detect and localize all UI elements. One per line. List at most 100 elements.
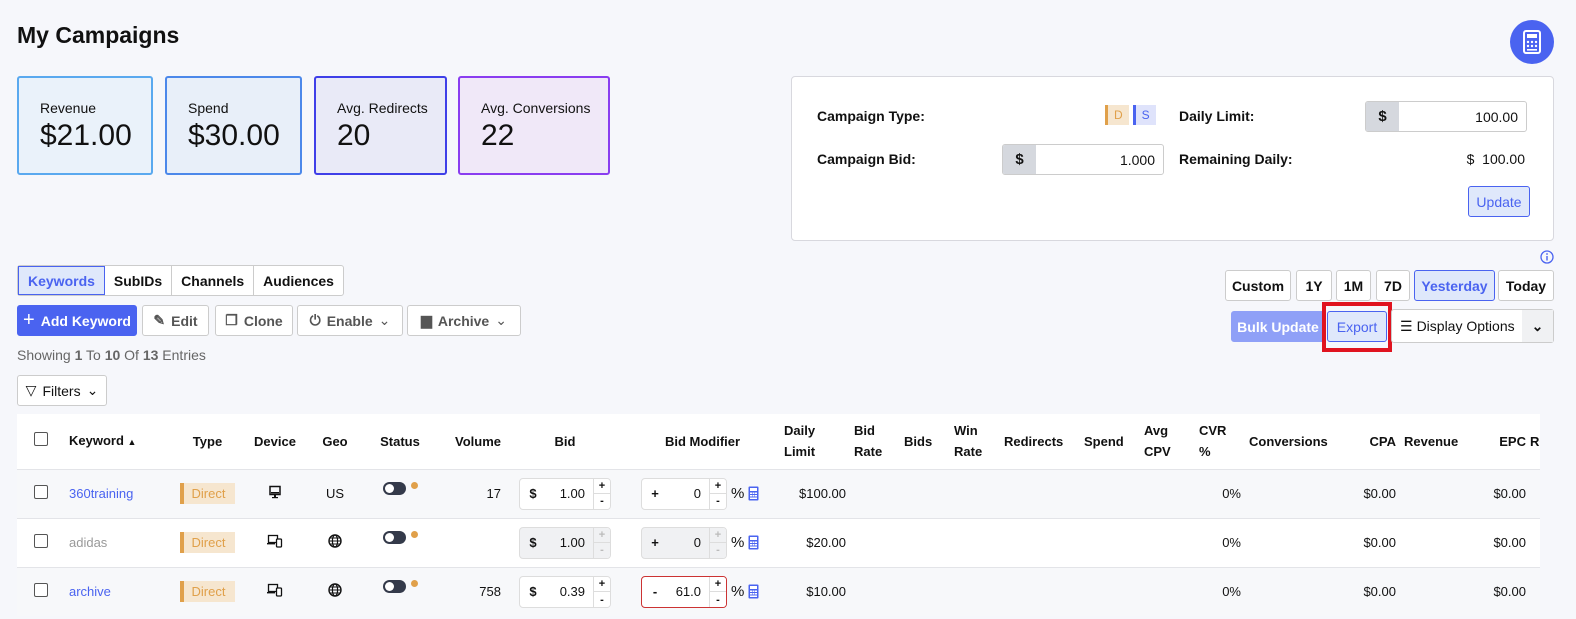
add-keyword-button[interactable]: + Add Keyword [17, 305, 137, 336]
keyword-link[interactable]: archive [69, 584, 111, 600]
calculator-button[interactable] [1510, 20, 1554, 64]
col-type[interactable]: Type [192, 433, 223, 449]
table-header: Keyword ▲ Type Device Geo Status Volume … [17, 414, 1540, 469]
select-all-checkbox[interactable] [34, 431, 48, 446]
col-cvr[interactable]: CVR % [1199, 423, 1227, 460]
geo-cell [310, 517, 360, 567]
bid-value[interactable]: 1.00 [559, 486, 585, 501]
col-daily-limit[interactable]: Daily Limit [784, 423, 816, 460]
power-icon: ⏻ [309, 312, 321, 328]
bid-stepper[interactable]: $1.00 + - [519, 526, 611, 559]
currency-prefix: $ [1003, 145, 1036, 174]
calculator-icon[interactable] [748, 584, 759, 599]
device-cell [240, 517, 310, 567]
row-checkbox[interactable] [34, 485, 48, 499]
calculator-icon[interactable] [748, 535, 759, 550]
col-conversions[interactable]: Conversions [1249, 433, 1328, 449]
range-custom[interactable]: Custom [1225, 270, 1291, 301]
decrement-button[interactable]: - [710, 493, 726, 509]
type-direct-option[interactable]: D [1105, 105, 1129, 125]
campaign-bid-input[interactable]: $1.000 [1002, 144, 1164, 175]
bid-stepper[interactable]: $0.39 + - [519, 575, 611, 608]
col-keyword[interactable]: Keyword ▲ [69, 432, 137, 448]
status-toggle[interactable] [382, 579, 406, 593]
bid-modifier-stepper[interactable]: +0 + - [641, 526, 727, 559]
col-volume[interactable]: Volume [455, 433, 501, 449]
bid-modifier-stepper[interactable]: +0 + - [641, 477, 727, 510]
modifier-sign[interactable]: - [652, 584, 658, 600]
campaign-bid-value[interactable]: 1.000 [1119, 152, 1155, 168]
modifier-sign[interactable]: + [651, 486, 659, 501]
row-checkbox[interactable] [34, 583, 48, 598]
archive-dropdown[interactable]: ▆ Archive ⌄ [407, 305, 521, 336]
update-button[interactable]: Update [1468, 186, 1530, 217]
increment-button[interactable]: + [714, 479, 722, 492]
decrement-button[interactable]: - [594, 493, 610, 509]
col-geo[interactable]: Geo [322, 433, 348, 449]
bid-modifier-stepper[interactable]: -61.0 + - [641, 575, 727, 608]
tab-channels[interactable]: Channels [172, 266, 255, 295]
col-avg-cpv[interactable]: Avg CPV [1144, 423, 1171, 460]
modifier-value[interactable]: 61.0 [675, 584, 701, 600]
col-bid-rate[interactable]: Bid Rate [854, 423, 883, 460]
range-1y[interactable]: 1Y [1296, 270, 1332, 301]
increment-button[interactable]: + [710, 527, 726, 542]
tab-keywords[interactable]: Keywords [18, 266, 105, 295]
modifier-value[interactable]: 0 [693, 535, 701, 550]
range-today[interactable]: Today [1498, 270, 1554, 301]
col-status[interactable]: Status [380, 433, 420, 449]
col-bid[interactable]: Bid [554, 433, 576, 449]
filters-button[interactable]: ▽ Filters ⌄ [17, 375, 107, 406]
modifier-sign[interactable]: + [651, 535, 659, 550]
daily-limit-value[interactable]: 100.00 [1475, 109, 1518, 125]
decrement-button[interactable]: - [710, 591, 726, 607]
col-revenue[interactable]: Revenue [1404, 433, 1459, 449]
type-search-option[interactable]: S [1132, 105, 1156, 125]
col-spend[interactable]: Spend [1084, 433, 1124, 449]
bid-stepper[interactable]: $1.00 + - [519, 477, 611, 510]
volume-cell [440, 517, 505, 567]
increment-button[interactable]: + [598, 479, 606, 492]
type-badge: Direct [179, 581, 236, 603]
keyword-link[interactable]: 360training [69, 486, 134, 501]
increment-button[interactable]: + [594, 527, 610, 542]
calculator-icon[interactable] [748, 486, 759, 501]
device-cell [240, 468, 310, 518]
range-7d[interactable]: 7D [1376, 270, 1410, 301]
display-options-dropdown[interactable]: ☰ Display Options ⌄ [1391, 309, 1554, 343]
increment-button[interactable]: + [714, 578, 722, 590]
col-roi[interactable]: ROI [1530, 433, 1540, 449]
clone-button[interactable]: ❐ Clone [215, 305, 293, 336]
col-epc[interactable]: EPC [1499, 433, 1526, 449]
col-bid-modifier[interactable]: Bid Modifier [664, 433, 741, 449]
decrement-button[interactable]: - [710, 542, 726, 558]
modifier-value[interactable]: 0 [693, 486, 701, 501]
bulk-update-button[interactable]: Bulk Update [1231, 311, 1325, 342]
bid-value[interactable]: 1.00 [559, 535, 585, 550]
enable-dropdown[interactable]: ⏻ Enable ⌄ [297, 305, 403, 336]
col-redirects[interactable]: Redirects [1004, 433, 1064, 449]
col-bids[interactable]: Bids [904, 433, 933, 449]
bid-value[interactable]: 0.39 [559, 584, 585, 600]
tab-audiences[interactable]: Audiences [263, 272, 334, 289]
col-win-rate[interactable]: Win Rate [954, 423, 983, 460]
export-button[interactable]: Export [1327, 311, 1387, 342]
decrement-button[interactable]: - [594, 591, 610, 607]
decrement-button[interactable]: - [594, 542, 610, 558]
currency-prefix: $ [529, 535, 537, 550]
status-toggle[interactable] [382, 481, 406, 495]
status-toggle[interactable] [382, 530, 406, 544]
campaign-type-toggle[interactable]: D S [1105, 105, 1156, 125]
keyword-link[interactable]: adidas [69, 535, 108, 550]
col-cpa[interactable]: CPA [1369, 433, 1396, 449]
info-icon[interactable] [1540, 250, 1554, 264]
range-yesterday[interactable]: Yesterday [1414, 270, 1495, 301]
row-checkbox[interactable] [34, 534, 48, 548]
range-1m[interactable]: 1M [1336, 270, 1371, 301]
daily-limit-input[interactable]: $100.00 [1365, 101, 1527, 132]
increment-button[interactable]: + [598, 578, 606, 590]
status-dot [410, 530, 418, 538]
tab-subids[interactable]: SubIDs [105, 266, 173, 295]
edit-button[interactable]: ✎ Edit [142, 305, 209, 336]
col-device[interactable]: Device [254, 433, 296, 449]
